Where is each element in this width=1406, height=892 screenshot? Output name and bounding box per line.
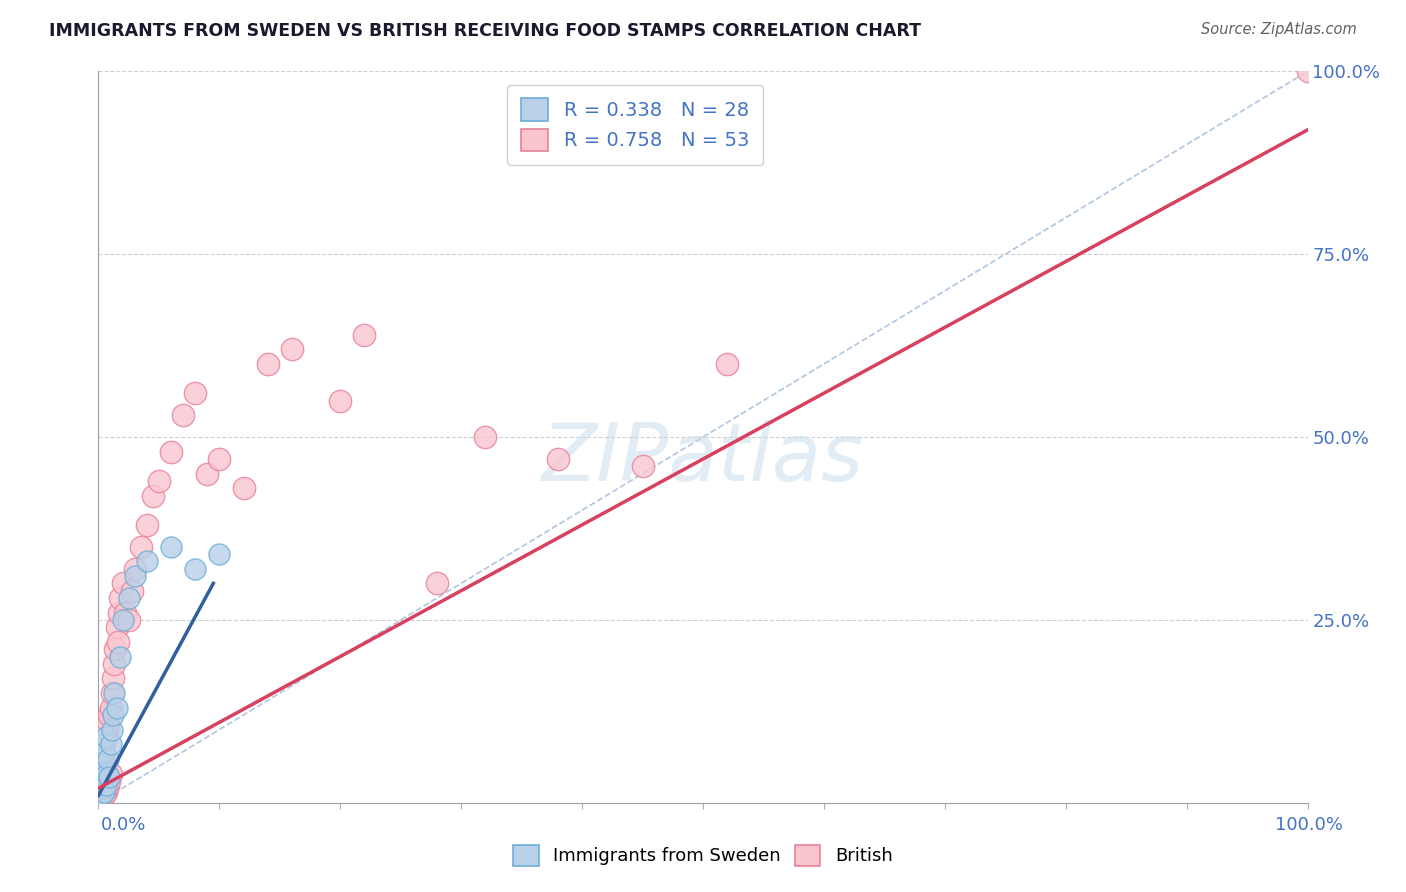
Point bbox=[91, 759, 114, 773]
Text: Source: ZipAtlas.com: Source: ZipAtlas.com bbox=[1201, 22, 1357, 37]
Point bbox=[135, 517, 157, 532]
Point bbox=[108, 649, 131, 664]
Text: IMMIGRANTS FROM SWEDEN VS BRITISH RECEIVING FOOD STAMPS CORRELATION CHART: IMMIGRANTS FROM SWEDEN VS BRITISH RECEIV… bbox=[49, 22, 921, 40]
Point bbox=[281, 343, 304, 357]
Text: ZIPatlas: ZIPatlas bbox=[541, 420, 865, 498]
Point bbox=[329, 393, 352, 408]
Point bbox=[93, 737, 115, 751]
Text: 100.0%: 100.0% bbox=[1275, 816, 1343, 834]
Point bbox=[184, 386, 207, 401]
Point bbox=[426, 576, 449, 591]
Point bbox=[148, 474, 170, 488]
Point bbox=[91, 773, 114, 788]
Point bbox=[91, 781, 114, 796]
Legend: R = 0.338   N = 28, R = 0.758   N = 53: R = 0.338 N = 28, R = 0.758 N = 53 bbox=[508, 85, 762, 165]
Point bbox=[96, 781, 118, 796]
Point bbox=[89, 789, 111, 803]
Point bbox=[89, 773, 111, 788]
Point bbox=[100, 686, 122, 700]
Point bbox=[111, 613, 134, 627]
Point bbox=[105, 620, 128, 634]
Point bbox=[91, 737, 114, 751]
Point bbox=[184, 562, 207, 576]
Point bbox=[111, 576, 134, 591]
Point bbox=[124, 569, 146, 583]
Point bbox=[129, 540, 152, 554]
Point bbox=[108, 591, 131, 605]
Point bbox=[98, 773, 121, 788]
Point bbox=[96, 723, 118, 737]
Point bbox=[256, 357, 278, 371]
Point bbox=[172, 408, 194, 422]
Point bbox=[100, 737, 122, 751]
Point bbox=[160, 540, 183, 554]
Point bbox=[118, 591, 141, 605]
Point bbox=[100, 700, 122, 714]
Point bbox=[208, 547, 231, 561]
Point bbox=[94, 785, 117, 799]
Point bbox=[1296, 64, 1319, 78]
Point bbox=[94, 730, 117, 744]
Point bbox=[135, 554, 157, 568]
Point bbox=[91, 781, 114, 796]
Point bbox=[96, 766, 118, 780]
Point bbox=[108, 606, 131, 620]
Point bbox=[94, 778, 117, 792]
Point bbox=[100, 723, 122, 737]
Point bbox=[142, 489, 165, 503]
Point bbox=[93, 785, 115, 799]
Legend: Immigrants from Sweden, British: Immigrants from Sweden, British bbox=[501, 832, 905, 879]
Point bbox=[91, 745, 114, 759]
Point bbox=[91, 785, 114, 799]
Point bbox=[107, 635, 129, 649]
Point bbox=[98, 770, 121, 784]
Point bbox=[208, 452, 231, 467]
Point bbox=[90, 752, 112, 766]
Point bbox=[94, 730, 117, 744]
Point bbox=[124, 562, 146, 576]
Point bbox=[114, 606, 136, 620]
Point bbox=[97, 778, 120, 792]
Point bbox=[101, 708, 124, 723]
Point bbox=[474, 430, 496, 444]
Point bbox=[195, 467, 218, 481]
Point bbox=[98, 708, 121, 723]
Point bbox=[160, 444, 183, 458]
Point bbox=[105, 700, 128, 714]
Point bbox=[93, 745, 115, 759]
Text: 0.0%: 0.0% bbox=[101, 816, 146, 834]
Point bbox=[232, 481, 254, 495]
Point bbox=[93, 789, 115, 803]
Point bbox=[716, 357, 738, 371]
Point bbox=[121, 583, 143, 598]
Point bbox=[547, 452, 569, 467]
Point bbox=[90, 792, 112, 806]
Point bbox=[89, 781, 111, 796]
Point bbox=[103, 657, 125, 671]
Point bbox=[89, 766, 111, 780]
Point bbox=[97, 752, 120, 766]
Point bbox=[101, 672, 124, 686]
Point bbox=[97, 715, 120, 730]
Point bbox=[90, 759, 112, 773]
Point bbox=[118, 613, 141, 627]
Point bbox=[90, 789, 112, 803]
Point bbox=[100, 766, 122, 780]
Point bbox=[353, 327, 375, 342]
Point bbox=[103, 686, 125, 700]
Point bbox=[91, 752, 114, 766]
Point bbox=[104, 642, 127, 657]
Point bbox=[631, 459, 654, 474]
